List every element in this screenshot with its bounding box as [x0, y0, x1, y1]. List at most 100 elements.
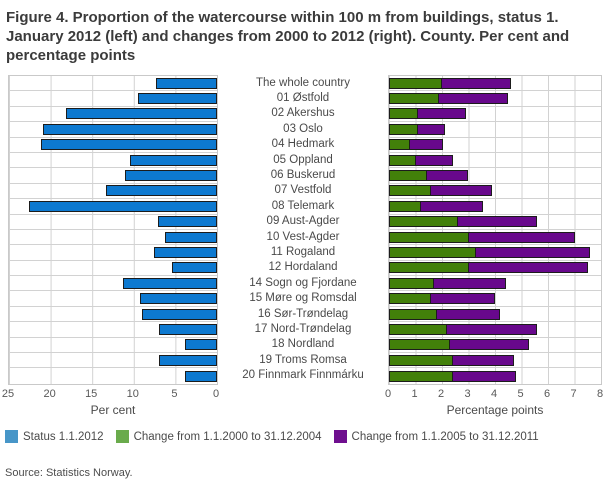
- category-label: 02 Akershus: [271, 107, 335, 120]
- category-label: 05 Oppland: [273, 153, 333, 166]
- category-label: 17 Nord-Trøndelag: [254, 322, 352, 335]
- category-label: 08 Telemark: [271, 199, 335, 212]
- x-tick-label: 0: [384, 388, 392, 400]
- left-chart-row: [9, 153, 217, 169]
- category-label: 12 Hordaland: [268, 261, 338, 274]
- bar-change-2000-2004: [389, 277, 435, 289]
- legend-item-change-2005-2011: Change from 1.1.2005 to 31.12.2011: [333, 430, 539, 443]
- category-label: 20 Finnmark Finnmárku: [242, 369, 364, 382]
- right-chart-row: [389, 261, 601, 277]
- chart-legend: Status 1.1.2012 Change from 1.1.2000 to …: [5, 430, 609, 443]
- bar-change-2000-2004: [389, 108, 419, 120]
- x-tick-label: 4: [490, 388, 498, 400]
- category-label: 15 Møre og Romsdal: [249, 292, 357, 305]
- bar-change-2005-2011: [468, 262, 588, 274]
- left-chart-row: [9, 230, 217, 246]
- right-chart-row: [389, 230, 601, 246]
- bar-change-2005-2011: [476, 246, 591, 258]
- bar-change-2000-2004: [389, 93, 440, 105]
- bar-status-2012: [130, 154, 217, 166]
- category-label: 07 Vestfold: [274, 184, 332, 197]
- legend-item-status-2012: Status 1.1.2012: [5, 430, 104, 443]
- bar-status-2012: [122, 277, 217, 289]
- bar-status-2012: [153, 246, 217, 258]
- right-x-axis-ticks: 0 1 2 3 4 5 6 7 8: [384, 387, 604, 401]
- left-chart-row: [9, 291, 217, 307]
- bar-change-2005-2011: [410, 139, 444, 151]
- legend-label: Change from 1.1.2000 to 31.12.2004: [133, 430, 322, 443]
- left-chart-row: [9, 168, 217, 184]
- left-chart-row: [9, 215, 217, 230]
- left-plot-per-cent: [8, 75, 218, 385]
- bar-change-2000-2004: [389, 354, 453, 366]
- left-chart-row: [9, 261, 217, 277]
- bar-change-2000-2004: [389, 216, 458, 228]
- right-plot-percentage-points: [388, 75, 602, 385]
- left-chart-row: [9, 307, 217, 323]
- category-label: 09 Aust-Agder: [266, 215, 340, 228]
- bar-status-2012: [142, 308, 217, 320]
- right-chart-row: [389, 353, 601, 369]
- bar-change-2000-2004: [389, 262, 469, 274]
- bar-change-2000-2004: [389, 339, 450, 351]
- bar-change-2000-2004: [389, 231, 469, 243]
- bar-change-2005-2011: [452, 370, 517, 382]
- bar-status-2012: [124, 170, 217, 182]
- left-chart-row: [9, 138, 217, 153]
- right-chart-row: [389, 153, 601, 169]
- bar-change-2000-2004: [389, 308, 437, 320]
- x-tick-label: 25: [1, 388, 15, 400]
- bar-status-2012: [172, 262, 217, 274]
- bar-change-2005-2011: [418, 108, 466, 120]
- bar-change-2000-2004: [389, 185, 432, 197]
- left-chart-row: [9, 184, 217, 200]
- right-chart-row: [389, 368, 601, 383]
- legend-swatch-green: [115, 430, 129, 443]
- category-label: 01 Østfold: [276, 92, 330, 105]
- category-axis-labels: The whole country 01 Østfold 02 Akershus 03…: [219, 75, 387, 385]
- dual-bar-chart: The whole country 01 Østfold 02 Akershus 03…: [0, 75, 610, 420]
- bar-change-2005-2011: [420, 200, 484, 212]
- bar-change-2005-2011: [447, 323, 538, 335]
- category-label: The whole country: [256, 76, 350, 89]
- bar-status-2012: [28, 200, 217, 212]
- right-chart-row: [389, 245, 601, 261]
- bar-change-2005-2011: [457, 216, 538, 228]
- bar-change-2000-2004: [389, 154, 416, 166]
- x-tick-label: 5: [517, 388, 524, 400]
- bar-status-2012: [158, 323, 217, 335]
- left-chart-row: [9, 322, 217, 338]
- bar-status-2012: [105, 185, 217, 197]
- bar-status-2012: [157, 216, 217, 228]
- bar-change-2000-2004: [389, 170, 428, 182]
- right-chart-row: [389, 338, 601, 354]
- legend-item-change-2000-2004: Change from 1.1.2000 to 31.12.2004: [115, 430, 322, 443]
- right-chart-row: [389, 322, 601, 338]
- category-label: 16 Sør-Trøndelag: [257, 307, 349, 320]
- bar-change-2005-2011: [468, 231, 575, 243]
- right-chart-row: [389, 276, 601, 292]
- right-chart-row: [389, 122, 601, 138]
- left-chart-row: [9, 91, 217, 107]
- category-label: 18 Nordland: [271, 338, 335, 351]
- bar-change-2005-2011: [431, 293, 495, 305]
- right-chart-row: [389, 199, 601, 215]
- x-tick-label: 20: [43, 388, 56, 400]
- bar-status-2012: [40, 139, 217, 151]
- category-label: 19 Troms Romsa: [259, 353, 347, 366]
- bar-change-2000-2004: [389, 246, 477, 258]
- bar-change-2000-2004: [389, 323, 448, 335]
- x-tick-label: 5: [171, 388, 178, 400]
- bar-status-2012: [184, 370, 217, 382]
- x-tick-label: 6: [543, 388, 551, 400]
- x-tick-label: 2: [437, 388, 445, 400]
- right-chart-row: [389, 168, 601, 184]
- left-chart-row: [9, 338, 217, 354]
- x-tick-label: 8: [596, 388, 604, 400]
- bar-status-2012: [66, 108, 217, 120]
- x-tick-label: 7: [570, 388, 577, 400]
- x-tick-label: 0: [212, 388, 220, 400]
- legend-label: Status 1.1.2012: [23, 430, 104, 443]
- right-x-axis-title: Percentage points: [446, 403, 544, 417]
